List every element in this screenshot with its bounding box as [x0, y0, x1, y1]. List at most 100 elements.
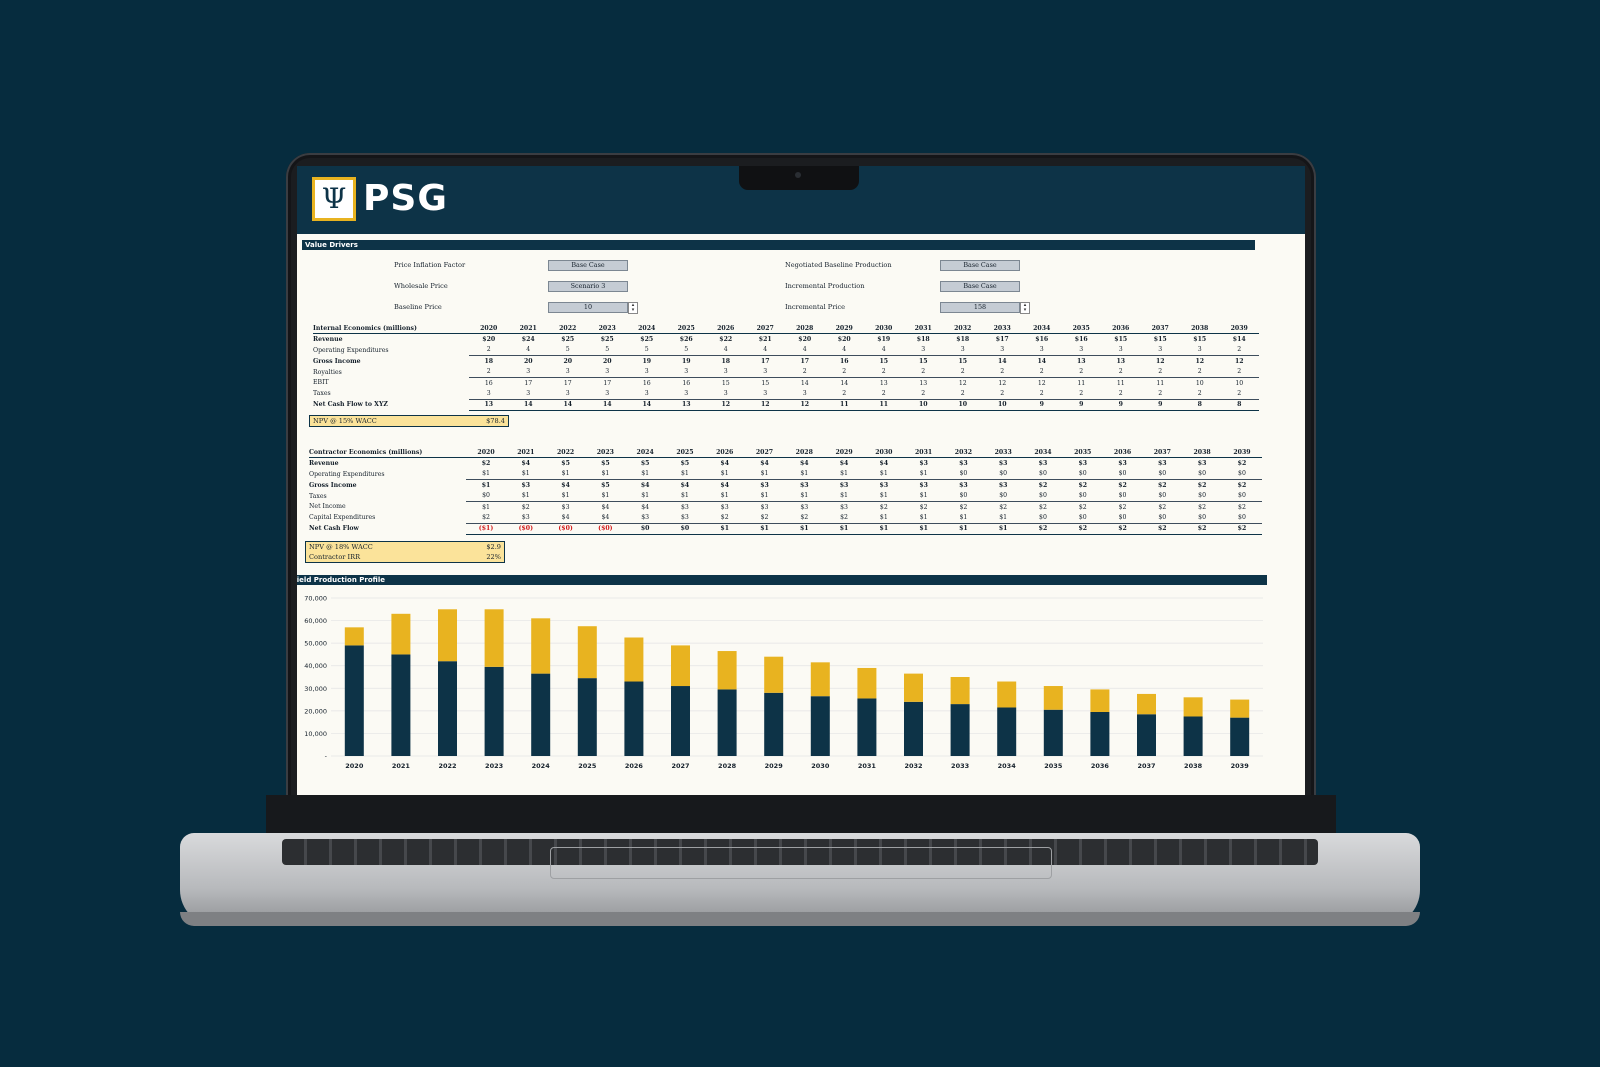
table-cell[interactable]: $15 [1114, 336, 1128, 344]
table-cell[interactable]: 10 [1195, 379, 1204, 387]
table-cell[interactable]: 12 [785, 399, 825, 412]
table-cell[interactable]: $25 [600, 336, 614, 344]
table-cell[interactable]: 2 [943, 388, 983, 400]
table-cell[interactable]: $0 [983, 468, 1024, 481]
table-cell[interactable]: $3 [800, 503, 809, 511]
table-cell[interactable]: $0 [1182, 512, 1222, 524]
table-cell[interactable]: 9 [1061, 399, 1101, 412]
table-cell[interactable]: $3 [760, 503, 769, 511]
table-cell[interactable]: $1 [863, 468, 904, 481]
table-cell[interactable]: 20 [602, 357, 612, 365]
table-cell[interactable]: 3 [627, 388, 667, 400]
table-cell[interactable]: 13 [469, 399, 509, 412]
table-cell[interactable]: 11 [1116, 379, 1125, 387]
table-cell[interactable]: $5 [601, 481, 610, 489]
table-cell[interactable]: 12 [745, 399, 785, 412]
table-cell[interactable]: $1 [863, 490, 904, 502]
table-cell[interactable]: 2 [1140, 366, 1180, 378]
table-cell[interactable]: 3 [587, 388, 627, 400]
table-cell[interactable]: $22 [719, 336, 733, 344]
table-cell[interactable]: $2 [1078, 481, 1088, 489]
table-cell[interactable]: ($0) [585, 523, 626, 536]
table-cell[interactable]: 13 [666, 399, 706, 412]
table-cell[interactable]: 2 [903, 366, 943, 378]
table-cell[interactable]: 10 [1235, 379, 1244, 387]
table-cell[interactable]: $18 [956, 336, 970, 344]
table-cell[interactable]: 14 [587, 399, 627, 412]
table-cell[interactable]: 4 [508, 344, 548, 357]
table-cell[interactable]: 14 [840, 379, 849, 387]
table-cell[interactable]: 2 [864, 388, 904, 400]
table-cell[interactable]: 17 [760, 357, 770, 365]
table-cell[interactable]: $3 [998, 460, 1008, 468]
table-cell[interactable]: 2 [1061, 388, 1101, 400]
incremental-price-spinner[interactable]: ▴ ▾ [1020, 302, 1030, 314]
table-cell[interactable]: 16 [839, 357, 849, 365]
table-cell[interactable]: 2 [982, 388, 1022, 400]
table-cell[interactable]: 2 [1022, 388, 1062, 400]
table-cell[interactable]: $3 [839, 481, 849, 489]
table-cell[interactable]: 11 [1156, 379, 1165, 387]
table-cell[interactable]: 10 [982, 399, 1022, 412]
table-cell[interactable]: 3 [943, 344, 983, 357]
table-cell[interactable]: $3 [1158, 460, 1167, 468]
table-cell[interactable]: 12 [958, 379, 967, 387]
table-cell[interactable]: $4 [720, 481, 730, 489]
table-cell[interactable]: 14 [997, 357, 1007, 365]
baseline-production-dropdown[interactable]: Base Case [940, 260, 1020, 271]
table-cell[interactable]: $15 [1153, 336, 1167, 344]
table-cell[interactable]: $5 [680, 460, 690, 468]
table-cell[interactable]: $4 [545, 512, 586, 524]
table-cell[interactable]: 3 [1140, 344, 1180, 357]
table-cell[interactable]: 3 [706, 388, 746, 400]
table-cell[interactable]: $2 [1142, 523, 1183, 536]
table-cell[interactable]: $4 [760, 460, 769, 468]
table-cell[interactable]: 4 [824, 344, 864, 357]
table-cell[interactable]: $1 [824, 523, 864, 536]
table-cell[interactable]: 3 [1101, 344, 1141, 357]
table-cell[interactable]: 4 [745, 344, 785, 357]
table-cell[interactable]: 15 [721, 379, 730, 387]
table-cell[interactable]: $0 [1182, 468, 1222, 481]
table-cell[interactable]: 3 [666, 366, 706, 378]
table-cell[interactable]: 17 [800, 357, 810, 365]
table-cell[interactable]: $2 [1197, 481, 1207, 489]
table-cell[interactable]: $1 [665, 490, 705, 502]
table-cell[interactable]: $1 [545, 490, 586, 502]
table-cell[interactable]: ($0) [545, 523, 586, 536]
table-cell[interactable]: $25 [561, 336, 575, 344]
table-cell[interactable]: $3 [919, 481, 928, 489]
table-cell[interactable]: 9 [1101, 399, 1141, 412]
table-cell[interactable]: 3 [548, 388, 588, 400]
table-cell[interactable]: $1 [903, 490, 944, 502]
table-cell[interactable]: 13 [919, 379, 928, 387]
table-cell[interactable]: 12 [1155, 357, 1165, 365]
table-cell[interactable]: 3 [1180, 344, 1220, 357]
table-cell[interactable]: $3 [919, 460, 928, 468]
table-cell[interactable]: $1 [704, 523, 745, 536]
table-cell[interactable]: $2 [466, 512, 506, 524]
table-cell[interactable]: 11 [1077, 379, 1086, 387]
table-cell[interactable]: $2 [1158, 481, 1167, 489]
table-cell[interactable]: $1 [481, 481, 491, 489]
table-cell[interactable]: $21 [758, 336, 772, 344]
table-cell[interactable]: 2 [1140, 388, 1180, 400]
table-cell[interactable]: 8 [1219, 399, 1259, 412]
table-cell[interactable]: $2 [879, 503, 888, 511]
table-cell[interactable]: $1 [585, 468, 626, 481]
table-cell[interactable]: 20 [523, 357, 533, 365]
table-cell[interactable]: $3 [1078, 460, 1088, 468]
table-cell[interactable]: $1 [983, 523, 1024, 536]
table-cell[interactable]: $2 [1078, 503, 1087, 511]
table-cell[interactable]: 4 [864, 344, 904, 357]
table-cell[interactable]: 13 [1116, 357, 1126, 365]
table-cell[interactable]: $0 [983, 490, 1024, 502]
table-cell[interactable]: $0 [1062, 512, 1103, 524]
table-cell[interactable]: 15 [761, 379, 770, 387]
table-cell[interactable]: 13 [1076, 357, 1086, 365]
table-cell[interactable]: $1 [863, 512, 904, 524]
table-cell[interactable]: $3 [625, 512, 666, 524]
table-cell[interactable]: 4 [706, 344, 746, 357]
table-cell[interactable]: $2 [959, 503, 968, 511]
table-cell[interactable]: $0 [1023, 468, 1063, 481]
